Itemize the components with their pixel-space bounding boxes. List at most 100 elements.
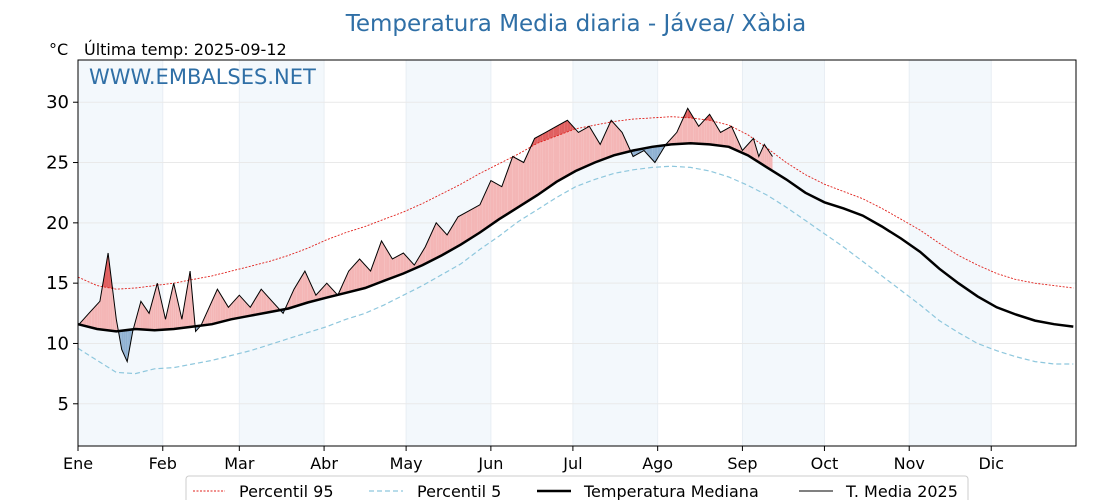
legend-p5-label: Percentil 5 bbox=[417, 482, 501, 500]
warm-anomaly-fill bbox=[499, 185, 502, 220]
warm-anomaly-fill bbox=[720, 130, 724, 147]
extreme-warm-fill bbox=[570, 123, 573, 131]
warm-anomaly-fill bbox=[91, 307, 95, 329]
series-lines bbox=[77, 107, 1074, 375]
y-tick-label: 10 bbox=[46, 333, 69, 354]
warm-anomaly-fill bbox=[239, 295, 243, 318]
warm-anomaly-fill bbox=[567, 120, 571, 176]
warm-anomaly-fill bbox=[211, 298, 214, 325]
warm-anomaly-fill bbox=[624, 138, 628, 153]
plot-frame bbox=[77, 59, 1077, 447]
warm-anomaly-fill bbox=[736, 138, 740, 152]
warm-anomaly-fill bbox=[679, 120, 683, 144]
extreme-warm-fill bbox=[108, 253, 111, 289]
warm-anomaly-fill bbox=[764, 144, 767, 167]
month-shade-sep bbox=[742, 60, 825, 446]
extreme-warm-fill bbox=[559, 123, 562, 135]
warm-anomaly-fill bbox=[768, 150, 771, 170]
warm-anomaly-fill bbox=[542, 132, 546, 192]
month-shading bbox=[78, 60, 992, 446]
x-tick-label: Sep bbox=[727, 454, 757, 473]
warm-anomaly-fill bbox=[263, 292, 267, 314]
warm-anomaly-fill bbox=[151, 298, 154, 331]
p95-line bbox=[77, 116, 1074, 290]
warm-anomaly-fill bbox=[523, 156, 527, 204]
warm-anomaly-fill bbox=[242, 298, 245, 318]
warm-anomaly-fill bbox=[288, 295, 292, 309]
warm-anomaly-fill bbox=[304, 271, 308, 304]
warm-anomaly-fill bbox=[570, 123, 573, 175]
warm-anomaly-fill bbox=[602, 132, 606, 160]
grid bbox=[77, 60, 1076, 446]
warm-anomaly-fill bbox=[545, 130, 549, 190]
warm-anomaly-fill bbox=[529, 144, 532, 201]
extreme-warm-fill bbox=[106, 253, 109, 288]
warm-anomaly-fill bbox=[217, 289, 221, 323]
last-temp-label: Última temp: 2025-09-12 bbox=[84, 40, 287, 59]
warm-anomaly-fill bbox=[438, 225, 442, 257]
warm-anomaly-fill bbox=[682, 114, 686, 144]
warm-anomaly-fill bbox=[381, 240, 385, 282]
warm-anomaly-fill bbox=[376, 248, 379, 284]
warm-anomaly-fill bbox=[507, 164, 511, 215]
warm-anomaly-fill bbox=[302, 271, 305, 305]
warm-anomaly-fill bbox=[479, 198, 483, 233]
warm-anomaly-fill bbox=[351, 265, 355, 292]
warm-anomaly-fill bbox=[616, 126, 620, 155]
warm-anomaly-fill bbox=[474, 206, 478, 236]
warm-anomaly-fill bbox=[581, 129, 584, 169]
y-tick-label: 20 bbox=[46, 213, 69, 234]
warm-anomaly-fill bbox=[572, 126, 576, 173]
x-tick-label: Feb bbox=[149, 454, 177, 473]
warm-anomaly-fill bbox=[676, 126, 680, 145]
warm-anomaly-fill bbox=[392, 257, 396, 278]
month-shade-mar bbox=[239, 60, 325, 446]
warm-anomaly-fill bbox=[299, 275, 303, 306]
warm-anomaly-fill bbox=[723, 129, 727, 147]
extreme-warm-fill bbox=[545, 130, 549, 141]
warm-anomaly-fill bbox=[433, 222, 437, 260]
warm-anomaly-fill bbox=[307, 277, 311, 303]
warm-anomaly-fill bbox=[213, 293, 216, 324]
month-shade-ene bbox=[78, 60, 163, 446]
warm-anomaly-fill bbox=[613, 123, 617, 156]
warm-anomaly-fill bbox=[209, 302, 212, 325]
warm-anomaly-fill bbox=[770, 153, 773, 171]
warm-anomaly-fill bbox=[188, 271, 191, 328]
cold-anomaly-fill bbox=[649, 146, 653, 160]
warm-anomaly-fill bbox=[255, 293, 259, 315]
legend: Percentil 95 Percentil 5 Temperatura Med… bbox=[185, 475, 969, 500]
warm-anomaly-fill bbox=[455, 216, 459, 248]
anomaly-fills bbox=[78, 108, 773, 362]
warm-anomaly-fill bbox=[766, 147, 769, 169]
warm-anomaly-fill bbox=[578, 130, 582, 170]
warm-anomaly-fill bbox=[477, 204, 480, 235]
warm-anomaly-fill bbox=[173, 283, 176, 329]
warm-anomaly-fill bbox=[504, 171, 508, 216]
warm-anomaly-fill bbox=[449, 225, 453, 251]
warm-anomaly-fill bbox=[378, 240, 382, 283]
warm-anomaly-fill bbox=[586, 126, 590, 167]
warm-anomaly-fill bbox=[144, 307, 148, 330]
warm-anomaly-fill bbox=[501, 179, 505, 218]
y-tick-label: 5 bbox=[58, 394, 69, 415]
warm-anomaly-fill bbox=[244, 301, 248, 317]
warm-anomaly-fill bbox=[605, 126, 609, 159]
warm-anomaly-fill bbox=[482, 192, 486, 231]
warm-anomaly-fill bbox=[367, 268, 371, 287]
warm-anomaly-fill bbox=[169, 292, 172, 330]
warm-anomaly-fill bbox=[171, 283, 174, 330]
warm-anomaly-fill bbox=[370, 263, 374, 286]
warm-anomaly-fill bbox=[215, 289, 218, 324]
warm-anomaly-fill bbox=[594, 135, 598, 163]
warm-anomaly-fill bbox=[94, 304, 98, 329]
extreme-warm-fill bbox=[556, 124, 560, 136]
warm-anomaly-fill bbox=[88, 310, 92, 328]
legend-p95-label: Percentil 95 bbox=[239, 482, 334, 500]
warm-anomaly-fill bbox=[515, 158, 519, 209]
warm-anomaly-fill bbox=[155, 283, 158, 331]
warm-anomaly-fill bbox=[97, 301, 100, 330]
warm-anomaly-fill bbox=[406, 256, 409, 273]
warm-anomaly-fill bbox=[512, 156, 516, 211]
extreme-warm-fill bbox=[542, 132, 546, 142]
